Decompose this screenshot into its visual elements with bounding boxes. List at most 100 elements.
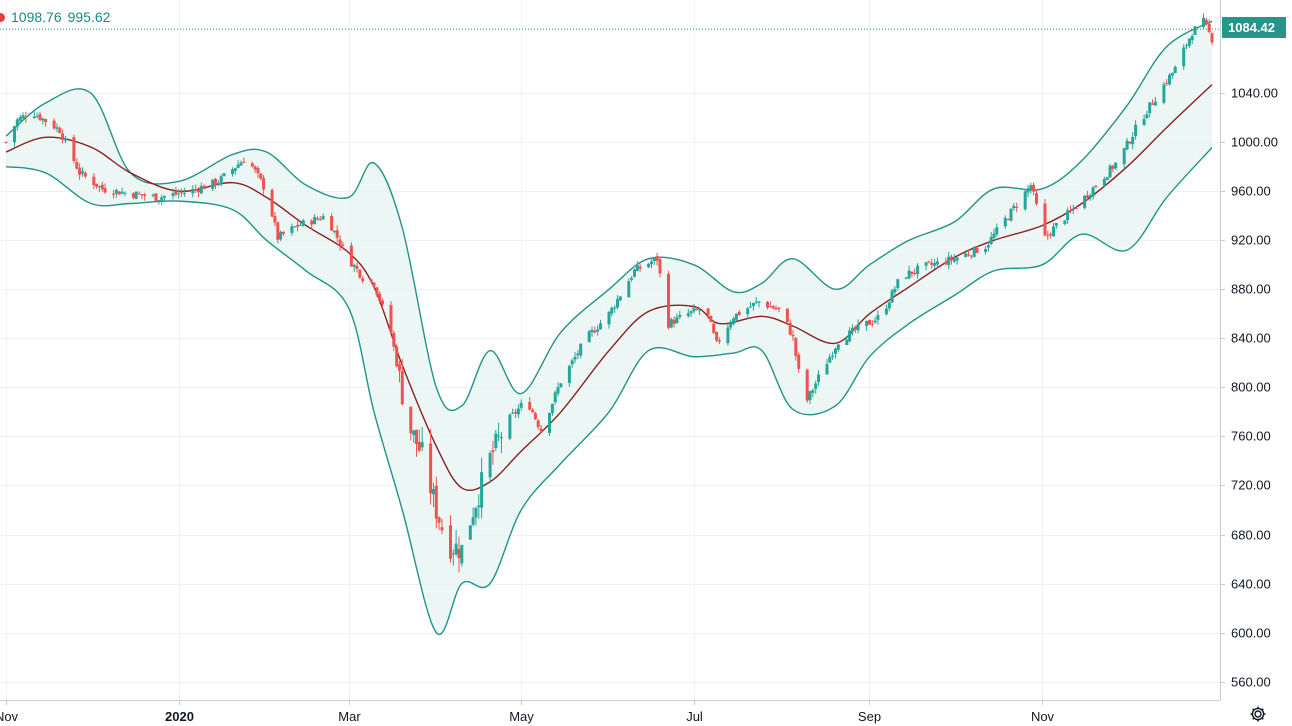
candle: [1193, 25, 1197, 36]
candle: [92, 173, 96, 190]
price-axis[interactable]: 560.00 600.00 640.00 680.00 720.00 760.00 800.…: [1220, 86, 1278, 690]
candle: [766, 300, 769, 310]
candle-body: [1023, 191, 1027, 210]
candle: [969, 254, 973, 259]
candle-body: [140, 194, 144, 196]
candle-body: [848, 330, 852, 342]
candle-body: [947, 256, 951, 266]
candle-body: [1074, 208, 1078, 209]
candle: [533, 411, 537, 421]
candle: [1102, 176, 1106, 188]
y-tick-label: 920.00: [1231, 233, 1271, 248]
candle-body: [1085, 195, 1089, 198]
candle-body: [432, 489, 435, 495]
gear-icon[interactable]: [1248, 704, 1268, 724]
candle: [975, 246, 979, 254]
candle: [1105, 176, 1109, 181]
candle-body: [457, 548, 461, 559]
candle-body: [967, 254, 970, 256]
candle-body: [1185, 45, 1188, 47]
candle-body: [120, 191, 124, 194]
candle: [550, 403, 554, 416]
candle-body: [746, 308, 750, 315]
candle-body: [1165, 82, 1169, 84]
candle-body: [1162, 84, 1166, 103]
candle: [553, 390, 557, 405]
candle: [896, 278, 900, 291]
candle-body: [1210, 33, 1214, 43]
candle-body: [732, 318, 736, 325]
candle: [1131, 132, 1135, 150]
candle: [559, 383, 563, 388]
candle: [692, 303, 696, 314]
candle-body: [474, 508, 478, 518]
candle: [451, 549, 455, 566]
candle: [259, 173, 263, 180]
candle-body: [570, 360, 574, 365]
candle: [389, 301, 393, 334]
candle-body: [497, 435, 501, 437]
candle: [647, 263, 651, 269]
candle: [811, 388, 815, 398]
candle: [134, 191, 138, 200]
candle-body: [995, 227, 999, 235]
candle: [1148, 102, 1152, 118]
candle-body: [1151, 103, 1154, 105]
candle: [633, 268, 636, 278]
candle-body: [194, 189, 198, 191]
candle: [955, 256, 959, 265]
candle: [845, 336, 849, 346]
candle-body: [788, 322, 792, 335]
candle: [927, 260, 931, 264]
candle: [1187, 38, 1191, 49]
x-tick-label: May: [509, 709, 534, 724]
candle: [409, 406, 413, 441]
candle: [1170, 72, 1174, 79]
candle: [984, 246, 987, 255]
candle-body: [100, 184, 104, 190]
candle: [4, 141, 8, 144]
candle: [519, 399, 523, 411]
candle-body: [440, 527, 444, 531]
candle: [296, 221, 300, 232]
candle: [675, 313, 679, 324]
candle-body: [964, 253, 968, 257]
candle: [593, 326, 597, 334]
candle: [757, 300, 761, 308]
candle: [904, 277, 908, 280]
candle-body: [281, 231, 285, 234]
candle: [298, 222, 302, 226]
candle-body: [1012, 205, 1016, 209]
candle: [749, 302, 752, 308]
candle-body: [944, 261, 948, 265]
candle: [972, 246, 976, 258]
candle-body: [1111, 165, 1115, 169]
candle: [548, 412, 551, 436]
y-tick-label: 720.00: [1231, 478, 1271, 493]
candle: [695, 306, 699, 311]
candle-body: [553, 392, 557, 403]
candle-body: [856, 324, 860, 331]
candle: [785, 308, 789, 326]
candle: [330, 213, 334, 231]
candle: [1054, 222, 1058, 229]
candle: [933, 259, 937, 270]
candle: [870, 319, 874, 328]
candle-body: [494, 433, 498, 448]
candle-body: [797, 354, 801, 369]
candle-body: [154, 193, 158, 201]
candle-body: [771, 306, 775, 309]
candle-body: [1173, 66, 1177, 73]
candle-body: [61, 133, 65, 140]
candle-body: [1153, 101, 1157, 106]
candle: [873, 316, 877, 324]
time-axis[interactable]: Nov 2020 Mar May Jul Sep Nov: [0, 700, 1055, 724]
candle-body: [972, 246, 976, 257]
candle-body: [712, 323, 716, 333]
candle-body: [757, 301, 761, 303]
candle: [412, 429, 416, 443]
candle: [678, 310, 682, 320]
candle-body: [460, 545, 464, 564]
candle-body: [650, 261, 653, 265]
